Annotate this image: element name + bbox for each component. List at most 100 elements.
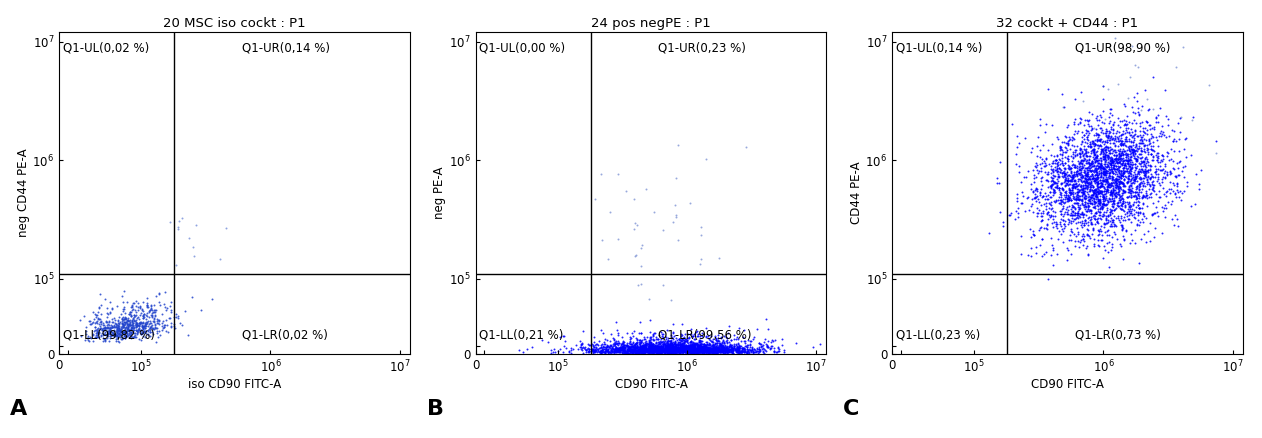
- Point: [663, 348, 683, 355]
- Point: [697, 341, 717, 348]
- Point: [1166, 173, 1186, 180]
- Point: [1133, 194, 1153, 201]
- Point: [1099, 180, 1119, 187]
- Point: [121, 303, 141, 310]
- Point: [1098, 212, 1118, 219]
- Point: [664, 346, 684, 353]
- Point: [647, 350, 668, 357]
- Point: [766, 348, 786, 355]
- Point: [1128, 205, 1148, 212]
- Point: [1116, 117, 1136, 124]
- Point: [693, 347, 713, 354]
- Point: [151, 319, 172, 326]
- Point: [1085, 195, 1106, 202]
- Point: [1088, 177, 1108, 184]
- Point: [1126, 119, 1146, 126]
- Point: [1099, 114, 1119, 121]
- Point: [1073, 210, 1093, 217]
- Point: [97, 335, 117, 342]
- Point: [697, 340, 717, 347]
- Point: [1089, 188, 1109, 195]
- Point: [1027, 213, 1047, 220]
- Point: [665, 346, 685, 353]
- Point: [135, 325, 155, 332]
- Point: [660, 340, 680, 347]
- Point: [1068, 188, 1088, 195]
- Point: [671, 348, 692, 355]
- Point: [1066, 219, 1087, 226]
- Point: [1066, 171, 1087, 178]
- Point: [625, 346, 645, 353]
- Point: [129, 324, 149, 331]
- Point: [1080, 180, 1100, 187]
- Point: [722, 347, 742, 354]
- Point: [712, 348, 732, 355]
- Point: [538, 338, 558, 345]
- Point: [1167, 172, 1188, 179]
- Point: [607, 345, 627, 352]
- Point: [626, 341, 646, 348]
- Point: [704, 346, 724, 353]
- Point: [1167, 215, 1188, 223]
- Point: [711, 348, 731, 355]
- Point: [690, 346, 711, 353]
- Point: [700, 345, 721, 352]
- Point: [692, 350, 712, 357]
- Point: [673, 345, 693, 352]
- Point: [673, 348, 693, 355]
- Point: [1100, 166, 1121, 173]
- Point: [709, 349, 729, 356]
- Point: [1022, 231, 1042, 238]
- Point: [1044, 216, 1064, 223]
- Point: [608, 347, 628, 354]
- Point: [1087, 184, 1107, 191]
- Point: [124, 326, 144, 333]
- Point: [663, 347, 683, 354]
- Point: [708, 344, 728, 351]
- Point: [145, 321, 165, 328]
- Point: [110, 332, 130, 339]
- Point: [658, 341, 678, 348]
- Point: [698, 347, 718, 354]
- Point: [709, 344, 729, 351]
- Point: [658, 344, 678, 351]
- Point: [634, 347, 654, 354]
- Point: [683, 332, 703, 339]
- Point: [593, 348, 613, 355]
- Point: [1206, 138, 1227, 145]
- Point: [687, 328, 707, 335]
- Point: [649, 346, 669, 353]
- Point: [705, 344, 726, 351]
- Point: [1146, 137, 1166, 144]
- Point: [606, 346, 626, 353]
- Point: [689, 340, 709, 347]
- Point: [1092, 162, 1112, 169]
- Point: [712, 345, 732, 352]
- Point: [1055, 194, 1075, 201]
- Point: [652, 346, 673, 353]
- Point: [1112, 200, 1132, 207]
- Point: [1097, 144, 1117, 151]
- Point: [635, 346, 655, 353]
- Point: [623, 347, 644, 354]
- Point: [91, 319, 111, 326]
- Point: [107, 332, 127, 339]
- Point: [1100, 192, 1121, 199]
- Point: [1126, 161, 1146, 168]
- Point: [733, 326, 753, 333]
- Point: [704, 346, 724, 353]
- Point: [650, 347, 670, 354]
- Text: Q1-UL(0,02 %): Q1-UL(0,02 %): [63, 42, 149, 55]
- Point: [85, 334, 105, 341]
- Point: [1035, 195, 1055, 202]
- Point: [703, 348, 723, 355]
- Point: [1102, 176, 1122, 183]
- Point: [1068, 168, 1088, 175]
- Point: [607, 346, 627, 353]
- Point: [596, 346, 616, 353]
- Point: [1044, 198, 1064, 205]
- Point: [586, 345, 606, 352]
- Point: [641, 338, 661, 345]
- Point: [632, 347, 652, 354]
- Point: [1128, 195, 1148, 202]
